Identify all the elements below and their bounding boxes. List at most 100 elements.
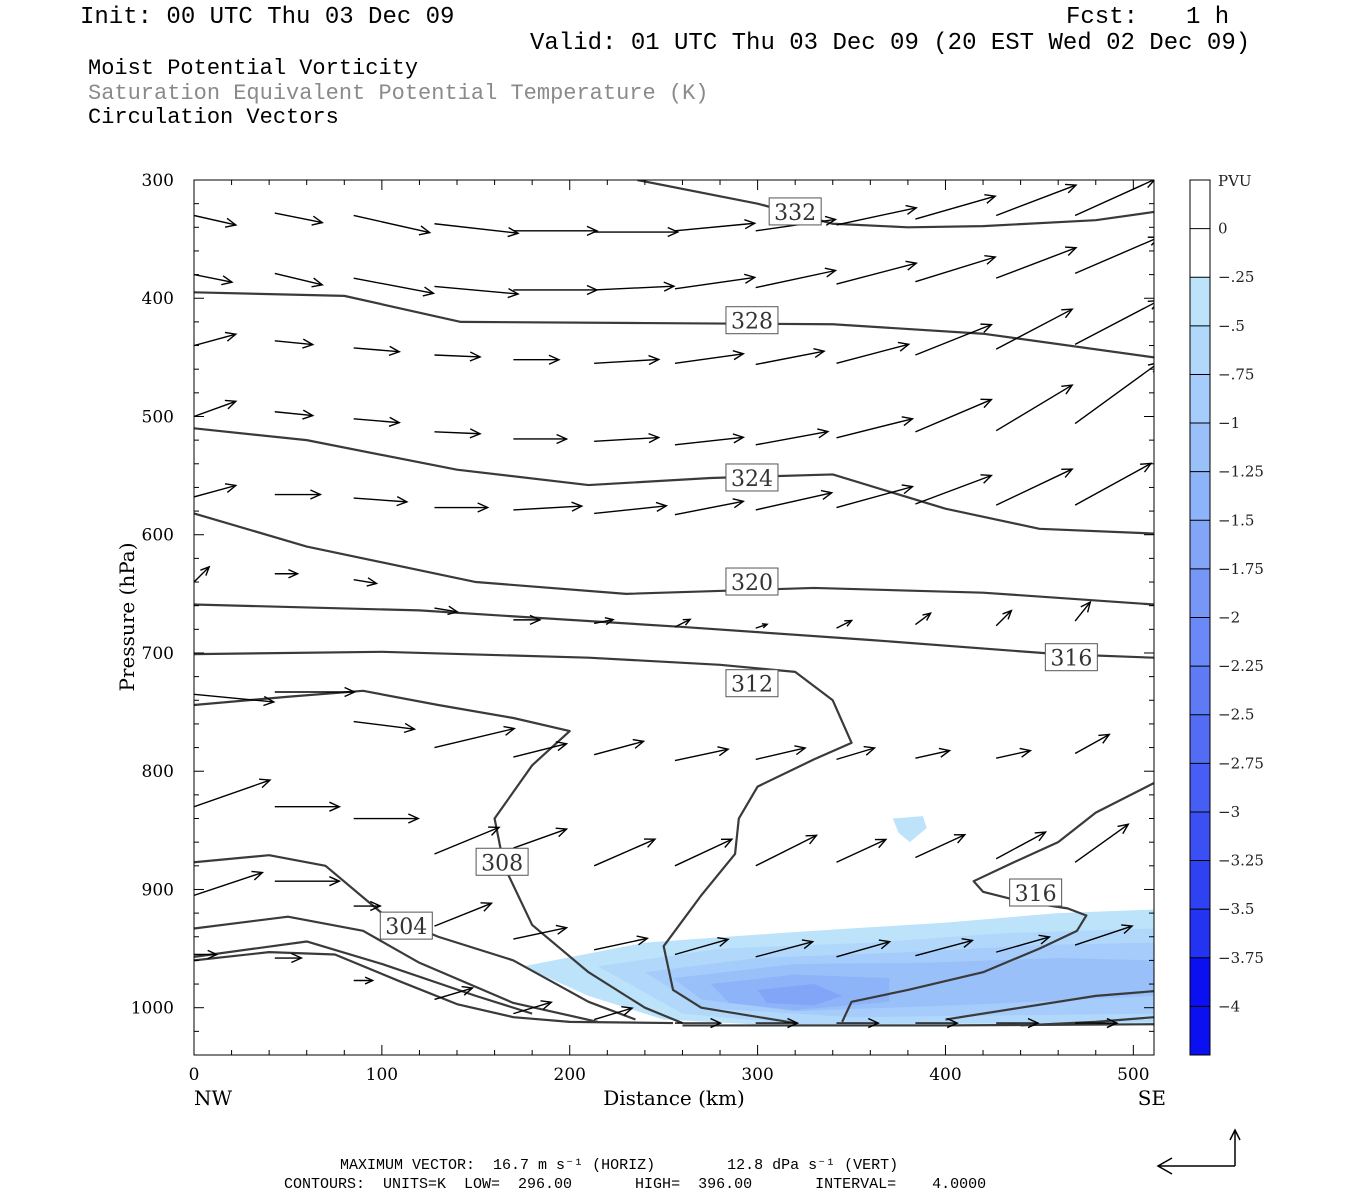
circulation-vector: [274, 272, 324, 288]
circulation-vector: [353, 496, 409, 507]
colorbar-bin: [1190, 763, 1210, 813]
colorbar-bin: [1190, 811, 1210, 862]
colorbar-tick-label: −2: [1218, 609, 1240, 627]
pv-region: [892, 816, 927, 843]
circulation-vector: [995, 183, 1078, 217]
circulation-vector: [836, 260, 918, 285]
axes: 300 400 500 600 700 800 900 1000 0 100 200 300 400 50…: [131, 171, 1154, 1085]
colorbar-bin: [1190, 180, 1210, 230]
circulation-vector: [996, 1017, 1040, 1029]
circulation-vector: [1074, 180, 1154, 217]
colorbar-bin: [1190, 277, 1210, 327]
circulation-vector: [1074, 300, 1154, 345]
colorbar-tick-label: −3.5: [1218, 900, 1254, 918]
colorbar-tick-label: −2.5: [1218, 706, 1254, 724]
pv-region: [757, 984, 843, 1006]
colorbar-bin: [1190, 1006, 1210, 1056]
circulation-vector: [513, 741, 569, 758]
circulation-vector: [995, 609, 1013, 627]
contour-label: 320: [731, 571, 773, 596]
contour-label: 316: [1015, 882, 1057, 907]
circulation-vector: [674, 937, 730, 956]
circulation-vector: [353, 900, 382, 912]
contour-label: 304: [385, 915, 427, 940]
colorbar-bin: [1190, 374, 1210, 424]
circulation-vector: [434, 826, 501, 855]
circulation-vector: [1075, 1017, 1119, 1029]
circulation-vector: [353, 345, 401, 357]
colorbar-bin: [1190, 714, 1210, 764]
circulation-vector: [836, 745, 877, 761]
colorbar-bin: [1190, 568, 1210, 618]
circulation-vector: [594, 935, 650, 951]
circulation-vector: [836, 838, 888, 863]
circulation-vector: [194, 693, 276, 707]
circulation-vector: [594, 226, 680, 238]
circulation-vector: [1074, 462, 1153, 506]
theta-e-contour-line: [841, 782, 1154, 1023]
circulation-vector: [755, 939, 815, 958]
y-tick-label: 400: [142, 289, 174, 309]
colorbar-tick-label: −.5: [1218, 317, 1245, 335]
theta-e-contour-line: [1020, 1016, 1154, 1027]
circulation-vector: [836, 204, 918, 226]
circulation-vector: [836, 1017, 881, 1029]
theta-e-contour-line: [194, 951, 674, 1025]
circulation-vector: [434, 428, 482, 439]
contour-label-box: [725, 306, 779, 335]
contour-label-box: [475, 847, 529, 876]
circulation-vector: [513, 225, 599, 236]
y-tick-label: 700: [142, 644, 174, 664]
contour-label: 324: [731, 467, 773, 492]
theta-e-contour-line: [194, 291, 1154, 359]
circulation-vector: [353, 813, 420, 824]
circulation-vector: [674, 433, 746, 446]
circulation-vector: [513, 354, 561, 365]
circulation-vector: [353, 577, 379, 587]
circulation-vector: [674, 273, 757, 290]
circulation-vector: [513, 284, 599, 296]
forecast-label: Fcst:: [1066, 4, 1139, 31]
colorbar-tick-label: −.25: [1218, 268, 1254, 286]
circulation-vector: [434, 985, 475, 1001]
colorbar-tick-label: −2.25: [1218, 657, 1264, 675]
x-tick-label: 100: [366, 1065, 398, 1085]
circulation-vector: [434, 285, 520, 299]
circulation-vector: [274, 801, 342, 812]
circulation-vector: [353, 416, 401, 427]
colorbar-title: PVU: [1218, 172, 1252, 190]
x-end-label-right: SE: [1138, 1086, 1166, 1110]
theta-e-contour-line: [945, 990, 1154, 1021]
theta-e-contour-line: [637, 180, 1154, 229]
circulation-vector: [434, 605, 459, 616]
contour-labels: 332 328 324 320 316 312 308 316 304: [379, 197, 1098, 940]
colorbar-tick-label: −1.5: [1218, 511, 1254, 529]
x-axis-label: Distance (km): [603, 1086, 745, 1110]
contour-label: 316: [1050, 647, 1092, 672]
contour-label-box: [725, 669, 779, 698]
circulation-vector: [434, 902, 494, 927]
circulation-vector: [594, 281, 676, 292]
circulation-vector: [194, 483, 238, 498]
circulation-vector: [274, 409, 315, 420]
circulation-vector: [434, 223, 520, 238]
circulation-vector: [434, 725, 516, 749]
circulation-vector: [995, 934, 1052, 953]
colorbar-tick-label: −1.75: [1218, 560, 1264, 578]
circulation-vector: [353, 277, 436, 297]
circulation-vector: [513, 501, 584, 512]
circulation-vector: [194, 273, 234, 286]
circulation-vector: [995, 246, 1078, 279]
circulation-vector: [274, 569, 300, 579]
circulation-vector: [914, 612, 932, 626]
x-tick-label: 0: [189, 1065, 200, 1085]
circulation-vector: [353, 976, 375, 985]
circulation-vector: [593, 838, 657, 867]
field-title-theta-es: Saturation Equivalent Potential Temperat…: [88, 81, 709, 106]
circulation-vector: [755, 623, 769, 629]
init-time: Init: 00 UTC Thu 03 Dec 09: [80, 4, 455, 31]
colorbar-tick-label: 0: [1218, 220, 1228, 238]
circulation-vector: [915, 474, 994, 505]
colorbar-tick-label: −4: [1218, 997, 1240, 1015]
circulation-vector: [274, 338, 315, 349]
